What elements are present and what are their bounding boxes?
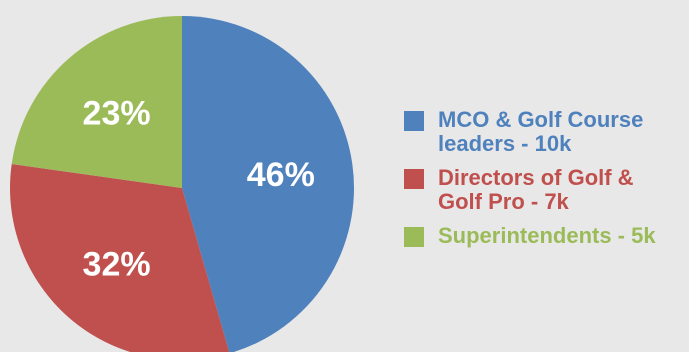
legend-label-superintendents: Superintendents - 5k xyxy=(438,223,656,248)
legend-item-mco: MCO & Golf Course leaders - 10k xyxy=(404,108,689,156)
chart-legend: MCO & Golf Course leaders - 10k Director… xyxy=(404,108,689,258)
pie-chart: 46% 32% 23% xyxy=(10,16,354,352)
slice-label-directors: 32% xyxy=(83,245,151,283)
legend-swatch-superintendents xyxy=(404,227,424,247)
slice-label-superintendents: 23% xyxy=(83,95,151,133)
pie-slice-directors-of-golf xyxy=(10,164,230,352)
legend-label-mco: MCO & Golf Course leaders - 10k xyxy=(438,107,644,156)
legend-swatch-directors xyxy=(404,169,424,189)
slice-label-mco: 46% xyxy=(247,156,315,194)
legend-item-directors: Directors of Golf & Golf Pro - 7k xyxy=(404,166,689,214)
pie-slice-superintendents xyxy=(11,16,183,188)
legend-swatch-mco xyxy=(404,111,424,131)
pie-slice-mco-golf-course-leaders xyxy=(182,16,354,352)
legend-label-directors: Directors of Golf & Golf Pro - 7k xyxy=(438,165,634,214)
legend-item-superintendents: Superintendents - 5k xyxy=(404,224,689,248)
